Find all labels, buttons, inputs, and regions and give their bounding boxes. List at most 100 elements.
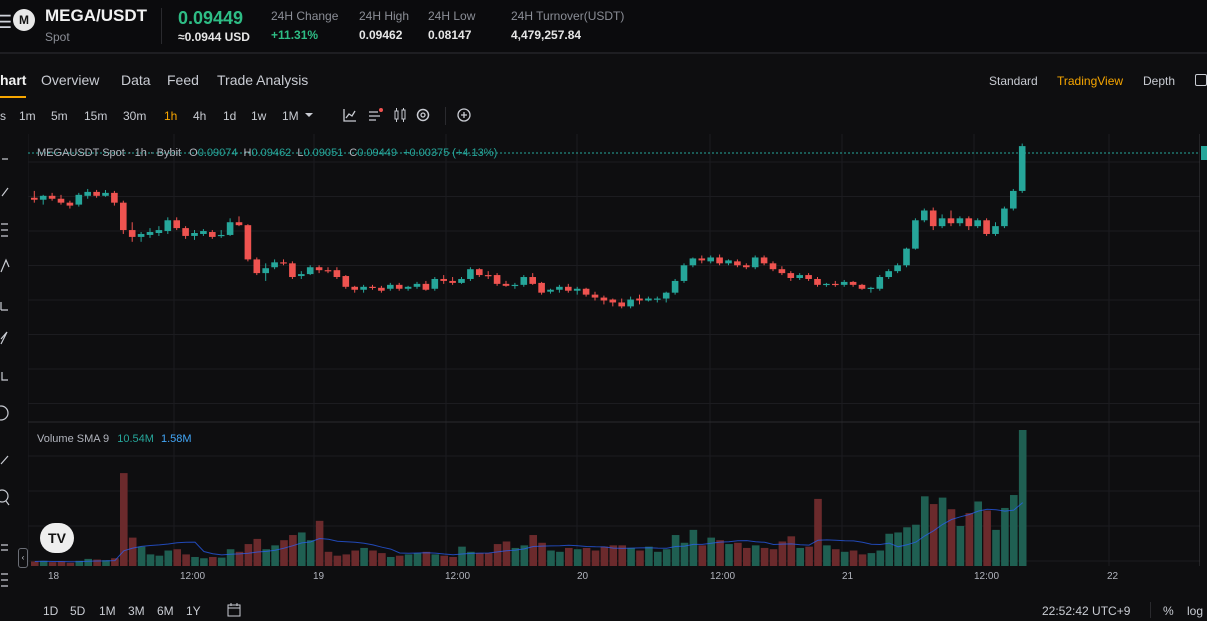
view-tradingview[interactable]: TradingView bbox=[1057, 74, 1124, 88]
interval-s[interactable]: s bbox=[0, 109, 6, 123]
volume-bar bbox=[716, 540, 724, 566]
candle-body bbox=[226, 222, 234, 235]
volume-bar bbox=[271, 545, 279, 566]
volume-bar bbox=[31, 561, 39, 566]
volume-bar bbox=[947, 509, 956, 566]
view-depth[interactable]: Depth bbox=[1143, 74, 1176, 88]
volume-bar bbox=[200, 558, 208, 566]
volume-bar bbox=[120, 473, 128, 566]
volume-sma-line bbox=[34, 502, 1024, 563]
range-1m[interactable]: 1M bbox=[99, 604, 116, 618]
volume-bar bbox=[226, 549, 235, 566]
candles-icon[interactable] bbox=[392, 107, 408, 123]
volume-bar bbox=[840, 551, 849, 566]
candle-body bbox=[805, 275, 812, 279]
range-3m[interactable]: 3M bbox=[128, 604, 145, 618]
interval-1h[interactable]: 1h bbox=[164, 109, 178, 123]
interval-30m[interactable]: 30m bbox=[123, 109, 147, 123]
stat-label: 24H Turnover(USDT) bbox=[511, 9, 625, 23]
tab-chart[interactable]: hart bbox=[0, 72, 27, 88]
coin-logo: M bbox=[13, 9, 35, 31]
market-type: Spot bbox=[45, 30, 70, 44]
legend-close-label: C bbox=[349, 147, 358, 159]
range-6m[interactable]: 6M bbox=[157, 604, 174, 618]
volume-bar bbox=[894, 532, 902, 566]
collapse-icon[interactable]: ‹ bbox=[18, 548, 28, 568]
log-toggle[interactable]: log bbox=[1187, 604, 1204, 618]
interval-1d[interactable]: 1d bbox=[223, 109, 237, 123]
candle-body bbox=[929, 210, 937, 227]
chart-type-icon[interactable] bbox=[342, 107, 358, 123]
candle-body bbox=[191, 232, 198, 236]
candle-body bbox=[662, 292, 670, 299]
hamburger-icon[interactable]: ☰ bbox=[0, 12, 13, 32]
percent-toggle[interactable]: % bbox=[1163, 604, 1174, 618]
candle-body bbox=[698, 258, 706, 261]
candle-body bbox=[306, 267, 314, 275]
indicators-icon[interactable] bbox=[367, 107, 383, 123]
interval-15m[interactable]: 15m bbox=[84, 109, 108, 123]
volume-bar bbox=[992, 529, 1000, 566]
view-standard[interactable]: Standard bbox=[989, 74, 1038, 88]
price-chart[interactable] bbox=[28, 134, 1200, 566]
volume-bar bbox=[182, 554, 190, 566]
tab-feed[interactable]: Feed bbox=[167, 72, 199, 88]
candle-body bbox=[743, 265, 750, 268]
volume-bar bbox=[351, 550, 359, 566]
volume-bar bbox=[645, 546, 653, 566]
candle-body bbox=[609, 299, 617, 303]
add-icon[interactable] bbox=[456, 107, 472, 123]
volume-bar bbox=[707, 537, 715, 566]
range-5d[interactable]: 5D bbox=[70, 604, 86, 618]
range-1d[interactable]: 1D bbox=[43, 604, 59, 618]
range-1y[interactable]: 1Y bbox=[186, 604, 201, 618]
candle-body bbox=[120, 202, 127, 231]
candle-body bbox=[431, 278, 439, 289]
interval-1M[interactable]: 1M bbox=[282, 109, 299, 123]
candle-body bbox=[840, 281, 848, 285]
candle-body bbox=[965, 218, 973, 227]
candle-body bbox=[493, 275, 501, 284]
volume-bar bbox=[965, 513, 974, 566]
volume-bar bbox=[146, 554, 155, 566]
tab-overview[interactable]: Overview bbox=[41, 72, 100, 88]
volume-bar bbox=[1018, 430, 1027, 566]
interval-5m[interactable]: 5m bbox=[51, 109, 68, 123]
candle-body bbox=[787, 273, 795, 278]
time-axis-label: 12:00 bbox=[974, 571, 1000, 582]
interval-4h[interactable]: 4h bbox=[193, 109, 207, 123]
volume-bar bbox=[956, 526, 965, 566]
interval-1m[interactable]: 1m bbox=[19, 109, 36, 123]
volume-bar bbox=[565, 547, 573, 566]
legend-change: +0.00375 (+4.13%) bbox=[403, 147, 498, 159]
tab-trade-analysis[interactable]: Trade Analysis bbox=[217, 72, 309, 88]
candle-body bbox=[796, 275, 803, 278]
volume-bar bbox=[814, 498, 822, 566]
volume-bar bbox=[48, 562, 57, 566]
calendar-icon[interactable] bbox=[226, 602, 242, 618]
usd-price: ≈0.0944 USD bbox=[178, 30, 250, 44]
volume-bar bbox=[493, 544, 502, 566]
fullscreen-icon[interactable] bbox=[1195, 74, 1207, 86]
tab-data[interactable]: Data bbox=[121, 72, 151, 88]
time-axis-label: 12:00 bbox=[180, 571, 206, 582]
time-axis-label: 22 bbox=[1107, 571, 1119, 582]
ticker-header: ☰ M MEGA/USDT Spot 0.09449 ≈0.0944 USD 2… bbox=[0, 0, 1207, 54]
candle-body bbox=[217, 234, 225, 237]
candle-body bbox=[894, 265, 901, 272]
volume-bar bbox=[760, 547, 769, 566]
candle-body bbox=[680, 265, 688, 281]
interval-1w[interactable]: 1w bbox=[251, 109, 267, 123]
volume-bar bbox=[440, 555, 448, 566]
stat-value: 4,479,257.84 bbox=[511, 28, 582, 42]
candle-body bbox=[627, 299, 634, 307]
stat-label: 24H High bbox=[359, 9, 410, 23]
candle-body bbox=[137, 233, 145, 237]
candle-body bbox=[351, 286, 358, 290]
volume-bar bbox=[529, 535, 537, 566]
volume-bar bbox=[93, 559, 101, 566]
pair-name[interactable]: MEGA/USDT bbox=[45, 6, 147, 25]
volume-bar bbox=[600, 546, 609, 566]
interval-dropdown-icon[interactable] bbox=[304, 110, 314, 120]
settings-icon[interactable] bbox=[415, 107, 431, 123]
